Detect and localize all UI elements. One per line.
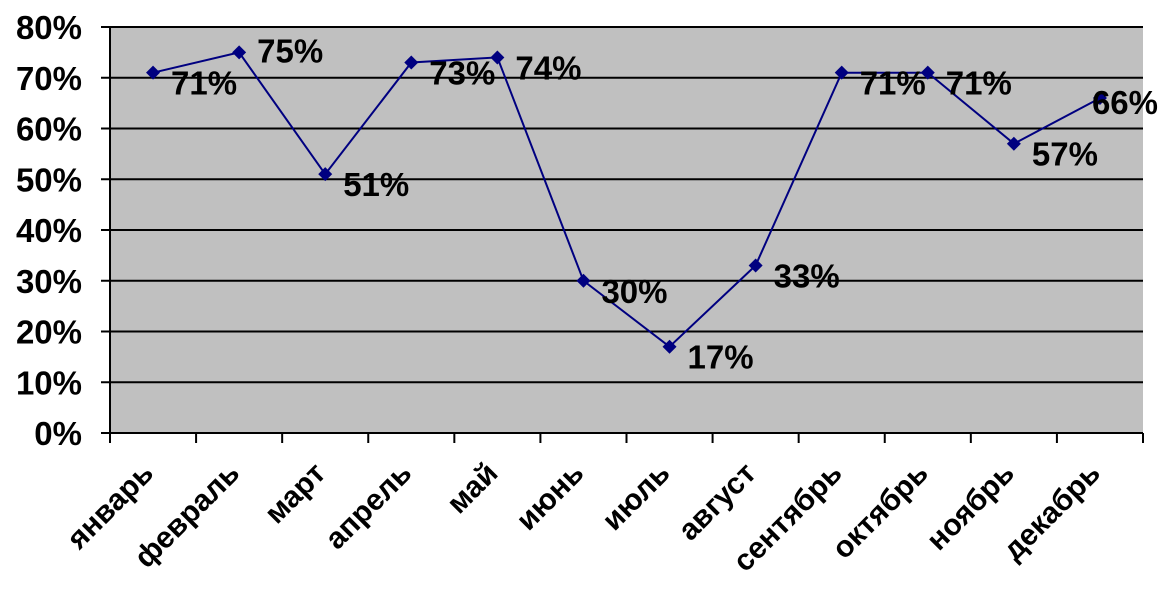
data-label: 66% [1092, 84, 1158, 121]
y-tick-label: 80% [16, 9, 82, 46]
data-point-marker [748, 258, 763, 273]
data-point-marker [576, 273, 591, 288]
data-label: 73% [429, 55, 495, 92]
y-tick-label: 70% [16, 60, 82, 97]
data-point-marker [404, 55, 419, 70]
data-point-marker [662, 339, 677, 354]
data-point-marker [1092, 91, 1107, 106]
y-tick-label: 50% [16, 161, 82, 198]
x-tick-label: июль [596, 457, 676, 537]
data-point-marker [232, 45, 247, 60]
data-point-marker [490, 50, 505, 65]
x-tick-label: май [441, 457, 505, 521]
series-line [152, 51, 1101, 349]
data-label: 75% [257, 32, 323, 69]
x-tick-label: март [259, 457, 333, 531]
data-point-marker [146, 65, 161, 80]
data-label: 30% [601, 273, 667, 310]
data-label: 74% [515, 49, 581, 86]
x-tick-label: июнь [510, 457, 590, 537]
data-label: 51% [343, 166, 409, 203]
gridlines [110, 26, 1143, 384]
axes [101, 26, 1144, 443]
y-tick-label: 30% [16, 263, 82, 300]
x-tick-label: октябрь [826, 457, 935, 566]
y-tick-label: 10% [16, 364, 82, 401]
data-labels: 71% 75% 51% 73% 74% 30% 17% 33% 71% 71% 57% 66% [171, 32, 1158, 375]
y-tick-label: 20% [16, 314, 82, 351]
x-tick-label: апрель [319, 457, 418, 556]
y-tick-label: 40% [16, 212, 82, 249]
data-label: 71% [946, 65, 1012, 102]
data-label: 33% [774, 258, 840, 295]
data-point-marker [834, 65, 849, 80]
y-axis-ticks: 0% 10% 20% 30% 40% 50% 60% 70% 80% [16, 9, 82, 452]
data-label: 71% [171, 65, 237, 102]
data-point-marker [1006, 136, 1021, 151]
y-tick-label: 60% [16, 111, 82, 148]
data-markers [146, 45, 1107, 354]
data-label: 17% [688, 339, 754, 376]
data-label: 57% [1032, 136, 1098, 173]
data-label: 71% [860, 65, 926, 102]
data-point-marker [318, 167, 333, 182]
data-point-marker [920, 65, 935, 80]
y-tick-label: 0% [34, 415, 82, 452]
